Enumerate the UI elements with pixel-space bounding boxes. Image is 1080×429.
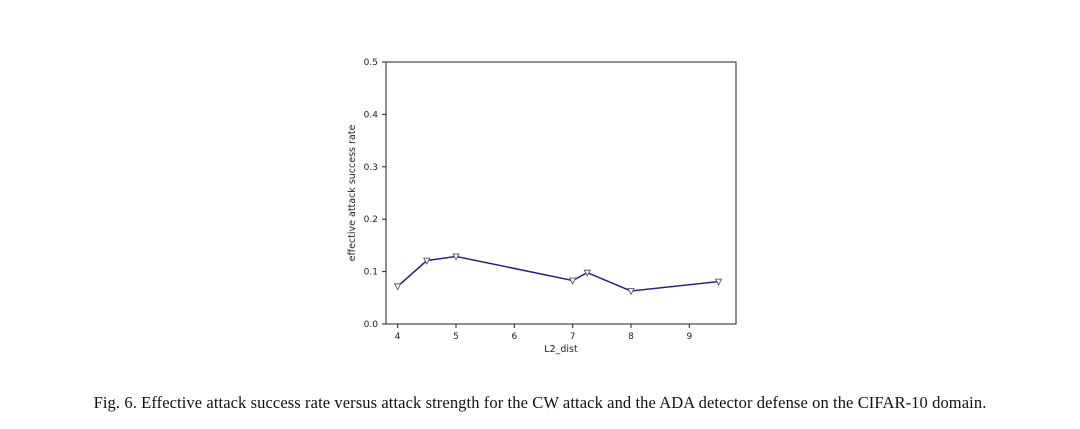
data-series [393,253,723,296]
y-tick-label: 0.4 [364,110,379,120]
y-axis-label: effective attack success rate [347,125,358,262]
x-tick-label: 5 [453,332,459,342]
data-point-marker [568,277,577,285]
y-tick-label: 0.1 [364,268,378,278]
data-point-marker [393,283,402,291]
data-point-marker [627,288,635,296]
data-point-marker [714,278,723,286]
x-axis-ticks: 4 5 6 7 8 9 [395,324,692,342]
x-tick-label: 6 [511,332,517,342]
figure-caption: Fig. 6. Effective attack success rate ve… [93,393,987,412]
y-tick-label: 0.3 [364,163,378,173]
x-tick-label: 9 [686,332,692,342]
x-tick-label: 4 [395,332,401,342]
data-point-marker [423,257,431,265]
y-tick-label: 0.2 [364,215,378,225]
y-tick-label: 0.5 [364,58,378,68]
plot-frame [385,61,737,325]
x-tick-label: 8 [628,332,634,342]
series-shadow-line [397,255,719,292]
y-axis-ticks: 0.0 0.1 0.2 0.3 0.4 0.5 [364,58,386,330]
data-point-marker [583,269,591,277]
series-line [397,255,719,292]
y-tick-label: 0.0 [364,320,379,330]
data-point-marker [452,253,460,261]
x-tick-label: 7 [570,332,576,342]
x-axis-label: L2_dist [544,344,578,355]
